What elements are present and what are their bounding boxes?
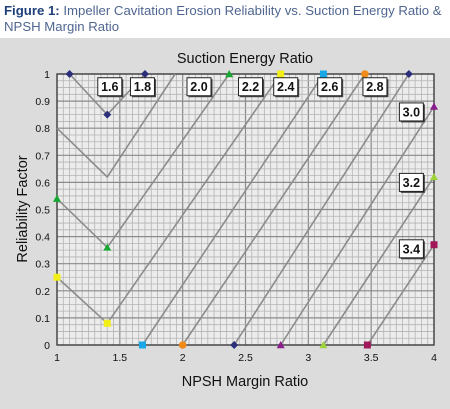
data-point-square <box>103 319 111 327</box>
y-tick-label: 0.8 <box>35 123 50 135</box>
data-point-circle <box>361 70 369 78</box>
series-label: 2.4 <box>277 80 294 94</box>
data-point-triangle <box>53 194 61 202</box>
y-tick-label: 0.3 <box>35 259 50 271</box>
curves <box>56 73 435 346</box>
data-point-triangle <box>319 341 328 349</box>
data-point-diamond <box>103 110 112 119</box>
data-point-triangle <box>103 243 112 251</box>
series-label: 1.6 <box>101 80 118 94</box>
series-label-box <box>398 102 424 122</box>
data-point-square <box>319 70 327 78</box>
y-tick-label: 1 <box>44 69 50 81</box>
data-point-diamond <box>140 70 149 78</box>
y-tick-label: 0 <box>44 340 50 352</box>
figure-title-text: Impeller Cavitation Erosion Reliability … <box>4 3 442 34</box>
series-label: 2.2 <box>242 80 259 94</box>
series-line-3-2 <box>322 176 435 346</box>
data-point-triangle <box>276 341 285 349</box>
chart-title: Suction Energy Ratio <box>177 51 313 67</box>
data-point-diamond <box>404 70 413 78</box>
series-label: 2.8 <box>366 80 383 94</box>
grid <box>56 73 435 346</box>
series-label: 2.0 <box>190 80 207 94</box>
series-label-box <box>317 77 343 97</box>
data-point-circle <box>178 341 187 349</box>
series-label: 1.8 <box>134 80 151 94</box>
data-point-triangle <box>430 172 438 181</box>
x-tick-label: 1.5 <box>113 352 128 364</box>
data-point-square <box>53 273 61 281</box>
y-tick-label: 0.5 <box>35 205 50 217</box>
x-tick-label: 2.5 <box>238 352 253 364</box>
series-label: 2.6 <box>321 80 338 94</box>
tick-labels: 1 1.5 2 2.5 3 3.5 4 0 0.1 0.2 0.3 0.4 0.5 0.6 0.7 0.8 0.… <box>35 69 437 364</box>
y-tick-label: 0.7 <box>35 150 50 162</box>
series-label-box <box>129 77 155 97</box>
series-label-box <box>238 77 264 97</box>
x-tick-label: 4 <box>431 352 437 364</box>
series-label-box <box>97 77 123 97</box>
data-point-triangle <box>225 70 234 78</box>
plot-frame <box>56 73 435 346</box>
series-label: 3.4 <box>403 242 420 256</box>
data-point-square <box>363 341 371 349</box>
series-line-2-4 <box>141 73 325 346</box>
data-point-diamond <box>65 70 74 78</box>
markers <box>53 70 438 349</box>
series-label: 3.2 <box>403 176 420 190</box>
series-label-box <box>273 77 299 97</box>
series-line-2-6 <box>182 73 366 346</box>
series-line-3-4 <box>366 244 435 346</box>
figure-title: Figure 1: Impeller Cavitation Erosion Re… <box>4 3 446 35</box>
x-axis-label: NPSH Margin Ratio <box>182 374 309 390</box>
y-tick-label: 0.2 <box>35 286 50 298</box>
series-label-box <box>362 77 388 97</box>
x-tick-label: 2 <box>180 352 186 364</box>
x-tick-label: 1 <box>54 352 60 364</box>
data-point-square <box>277 70 285 78</box>
x-tick-label: 3.5 <box>364 352 379 364</box>
series-label: 3.0 <box>403 105 420 119</box>
y-tick-label: 0.9 <box>35 96 50 108</box>
y-axis-label: Reliability Factor <box>15 155 31 262</box>
y-tick-label: 0.4 <box>35 232 50 244</box>
data-point-square <box>430 241 438 249</box>
figure-label: Figure 1: <box>4 3 60 18</box>
y-tick-label: 0.6 <box>35 177 50 189</box>
series-line-1-8 <box>56 73 176 179</box>
series-line-3-0 <box>280 106 435 346</box>
data-point-triangle <box>430 102 438 110</box>
series-labels: 1.6 1.8 2.0 2.2 2.4 2.6 2.8 3.0 3.2 3.4 <box>97 77 425 260</box>
series-label-box <box>398 239 424 259</box>
data-point-square <box>138 341 146 349</box>
series-label-box <box>398 172 424 192</box>
series-line-2-8 <box>233 73 410 346</box>
x-tick-label: 3 <box>305 352 311 364</box>
series-label-box <box>186 77 212 97</box>
data-point-diamond <box>230 341 239 349</box>
y-tick-label: 0.1 <box>35 313 50 325</box>
